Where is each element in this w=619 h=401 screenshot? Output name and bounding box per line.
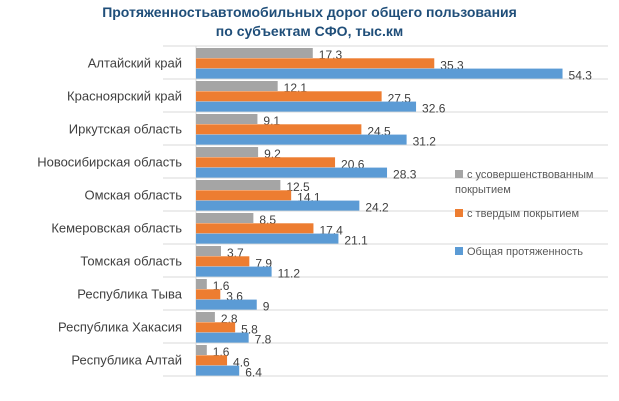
bar — [196, 147, 259, 157]
bar — [196, 279, 207, 289]
data-label: 28.3 — [393, 168, 417, 182]
legend-swatch-blue — [455, 247, 463, 255]
bar — [196, 256, 250, 267]
bar — [196, 101, 417, 112]
category-label: Красноярский край — [67, 89, 182, 104]
category-label: Омская область — [84, 188, 182, 203]
bar — [196, 91, 382, 102]
data-label: 31.2 — [413, 135, 437, 149]
category-label: Новосибирская область — [37, 155, 182, 170]
bar — [196, 167, 388, 178]
legend-swatch-orange — [455, 209, 463, 217]
bar — [196, 312, 215, 322]
bar — [196, 355, 228, 366]
category-label: Иркутская область — [69, 122, 182, 137]
bar — [196, 223, 314, 234]
legend-label: Общая протяженность — [467, 246, 583, 258]
bar — [196, 180, 281, 190]
data-label: 32.6 — [422, 102, 446, 116]
bar — [196, 68, 563, 79]
legend-label: с усовершенствованным покрытием — [455, 169, 594, 196]
bar — [196, 190, 292, 201]
bar — [196, 246, 221, 256]
bar — [196, 266, 272, 277]
bar — [196, 345, 207, 355]
legend-item-improved: с усовершенствованным покрытием — [455, 168, 615, 198]
data-label: 21.1 — [344, 234, 368, 248]
bar — [196, 58, 435, 69]
legend-swatch-gray — [455, 170, 463, 178]
chart-title-line-1: Протяженностьавтомобильных дорог общего … — [102, 4, 517, 20]
data-label: 12.5 — [286, 180, 310, 194]
legend-label: с твердым покрытием — [467, 208, 580, 220]
bar — [196, 48, 313, 58]
legend-item-total: Общая протяженность — [455, 245, 583, 260]
category-label: Томская область — [80, 254, 182, 269]
data-label: 7.8 — [255, 333, 272, 347]
data-label: 9 — [263, 300, 270, 314]
data-label: 24.2 — [365, 201, 389, 215]
legend-item-hard: с твердым покрытием — [455, 207, 579, 222]
bar — [196, 114, 258, 124]
category-label: Республика Тыва — [77, 287, 183, 302]
data-label: 54.3 — [569, 69, 593, 83]
bar — [196, 289, 221, 300]
category-label: Кемеровская область — [51, 221, 182, 236]
data-label: 11.2 — [278, 267, 301, 281]
category-label: Республика Алтай — [71, 353, 182, 368]
bar — [196, 200, 360, 211]
bar — [196, 124, 362, 135]
category-label: Республика Хакасия — [58, 320, 182, 335]
bar — [196, 213, 254, 223]
data-label: 6.4 — [245, 366, 262, 380]
bar — [196, 332, 249, 343]
bar — [196, 157, 336, 168]
bar — [196, 233, 339, 244]
bar — [196, 365, 240, 376]
chart-title-line-2: по субъектам СФО, тыс.км — [215, 23, 404, 39]
bar — [196, 322, 236, 333]
category-label: Алтайский край — [88, 56, 182, 71]
bar — [196, 299, 257, 310]
bar — [196, 81, 278, 91]
bar — [196, 134, 407, 145]
